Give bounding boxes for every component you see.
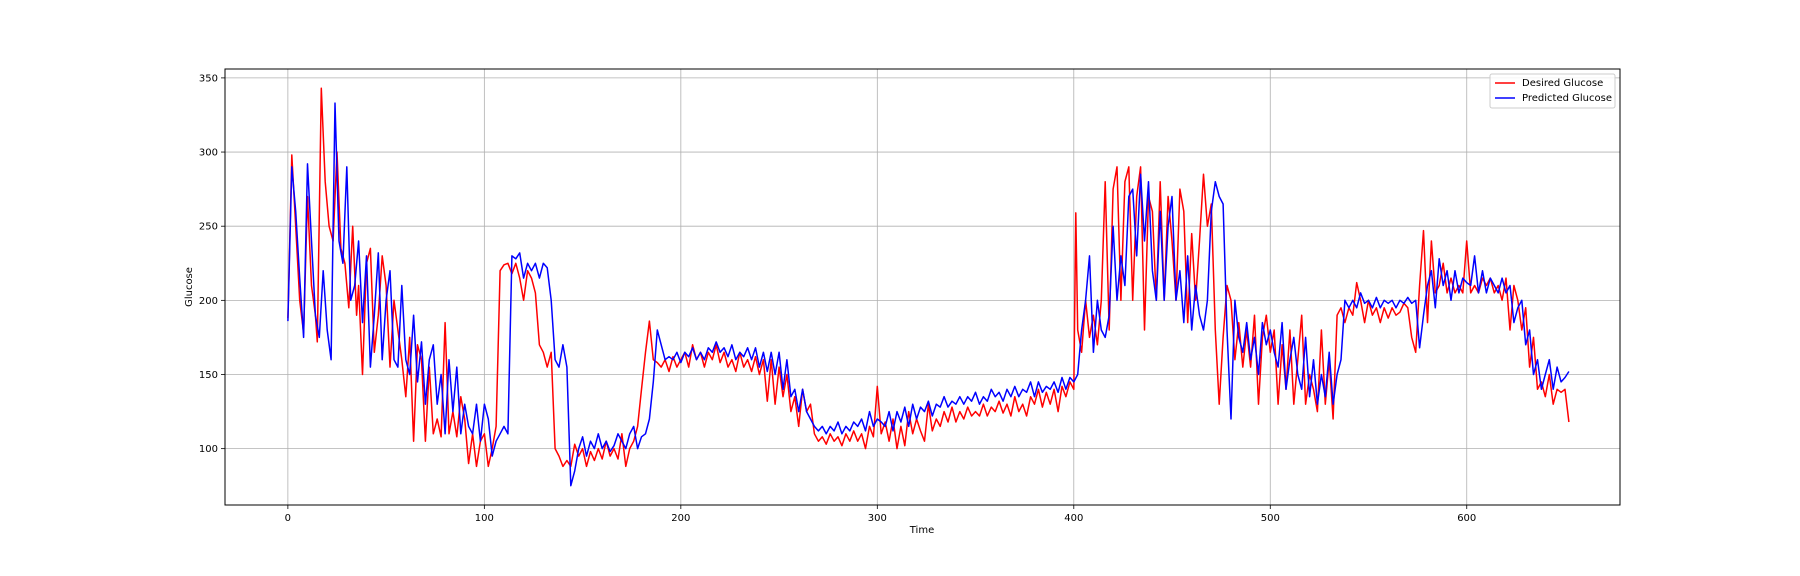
- x-tick-label-100: 100: [475, 513, 494, 524]
- y-tick-label-200: 200: [199, 296, 218, 307]
- y-tick-label-100: 100: [199, 444, 218, 455]
- x-tick-label-200: 200: [671, 513, 690, 524]
- y-tick-label-350: 350: [199, 73, 218, 84]
- x-tick-label-0: 0: [285, 513, 291, 524]
- y-tick-label-250: 250: [199, 222, 218, 233]
- series-line-1: [287, 102, 1570, 487]
- legend: Desired Glucose Predicted Glucose: [1489, 73, 1616, 109]
- y-tick-label-150: 150: [199, 370, 218, 381]
- legend-box: [1489, 73, 1616, 109]
- x-tick-label-500: 500: [1261, 513, 1280, 524]
- axis-ticks: 0 100 200 300 400 500 600 100 150 200 250 300 350: [199, 73, 1476, 524]
- x-axis-label: Time: [909, 525, 934, 536]
- legend-label-desired: Desired Glucose: [1522, 78, 1603, 89]
- grid-lines: [225, 69, 1620, 505]
- plot-area-background: [225, 69, 1620, 505]
- y-tick-label-300: 300: [199, 148, 218, 159]
- x-tick-label-300: 300: [868, 513, 887, 524]
- legend-label-predicted: Predicted Glucose: [1522, 93, 1612, 104]
- y-axis-label: Glucose: [184, 267, 195, 307]
- series-lines: [287, 87, 1570, 487]
- plot-frame: [224, 68, 1621, 506]
- x-tick-label-400: 400: [1064, 513, 1083, 524]
- x-tick-label-600: 600: [1457, 513, 1476, 524]
